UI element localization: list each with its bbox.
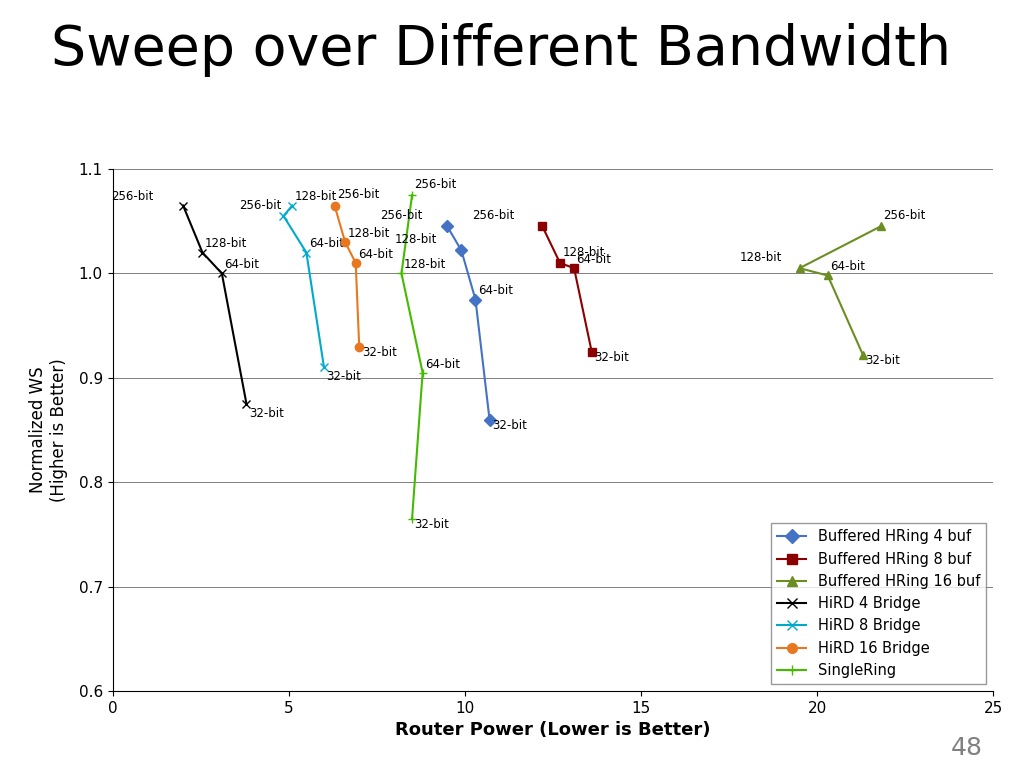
Buffered HRing 16 buf bbox=[857, 350, 869, 359]
Text: 128-bit: 128-bit bbox=[347, 227, 390, 240]
Line: HiRD 16 Bridge: HiRD 16 Bridge bbox=[331, 201, 364, 351]
Text: 64-bit: 64-bit bbox=[577, 253, 611, 266]
Text: 32-bit: 32-bit bbox=[249, 406, 284, 419]
HiRD 16 Bridge bbox=[329, 201, 341, 210]
HiRD 8 Bridge bbox=[286, 201, 298, 210]
Line: Buffered HRing 4 buf: Buffered HRing 4 buf bbox=[443, 222, 494, 424]
Text: 256-bit: 256-bit bbox=[239, 199, 281, 212]
Text: 32-bit: 32-bit bbox=[361, 346, 396, 359]
Line: Buffered HRing 16 buf: Buffered HRing 16 buf bbox=[796, 222, 885, 359]
HiRD 16 Bridge bbox=[349, 258, 361, 267]
Line: HiRD 8 Bridge: HiRD 8 Bridge bbox=[280, 201, 328, 372]
Text: 256-bit: 256-bit bbox=[415, 178, 457, 191]
Buffered HRing 8 buf bbox=[586, 347, 598, 356]
Text: 128-bit: 128-bit bbox=[739, 251, 782, 264]
Text: 256-bit: 256-bit bbox=[337, 188, 380, 201]
SingleRing bbox=[406, 190, 418, 200]
HiRD 8 Bridge bbox=[278, 211, 290, 220]
Text: 256-bit: 256-bit bbox=[111, 190, 154, 204]
Text: 64-bit: 64-bit bbox=[425, 358, 460, 370]
Text: 256-bit: 256-bit bbox=[883, 209, 926, 222]
Text: 256-bit: 256-bit bbox=[380, 209, 423, 222]
Buffered HRing 8 buf bbox=[554, 258, 566, 267]
HiRD 8 Bridge bbox=[317, 362, 330, 372]
Buffered HRing 16 buf bbox=[821, 271, 834, 280]
Buffered HRing 8 buf bbox=[537, 222, 549, 231]
Text: 32-bit: 32-bit bbox=[327, 370, 361, 383]
Text: 128-bit: 128-bit bbox=[205, 237, 248, 250]
Text: 128-bit: 128-bit bbox=[403, 258, 446, 271]
Line: HiRD 4 Bridge: HiRD 4 Bridge bbox=[179, 201, 251, 408]
Text: 64-bit: 64-bit bbox=[358, 248, 393, 261]
Text: 64-bit: 64-bit bbox=[478, 284, 513, 297]
Text: 32-bit: 32-bit bbox=[492, 419, 527, 432]
HiRD 16 Bridge bbox=[339, 237, 351, 247]
Buffered HRing 16 buf bbox=[874, 222, 887, 231]
Line: SingleRing: SingleRing bbox=[397, 191, 427, 523]
Text: 128-bit: 128-bit bbox=[295, 190, 337, 204]
Text: 32-bit: 32-bit bbox=[415, 518, 450, 531]
HiRD 4 Bridge bbox=[216, 269, 228, 278]
Text: 256-bit: 256-bit bbox=[472, 209, 514, 222]
X-axis label: Router Power (Lower is Better): Router Power (Lower is Better) bbox=[395, 721, 711, 740]
Text: 32-bit: 32-bit bbox=[594, 351, 629, 364]
Buffered HRing 8 buf bbox=[568, 263, 581, 273]
Buffered HRing 16 buf bbox=[794, 263, 806, 273]
Buffered HRing 4 buf bbox=[483, 415, 496, 424]
HiRD 16 Bridge bbox=[353, 342, 366, 351]
Text: 64-bit: 64-bit bbox=[830, 260, 865, 273]
Text: Sweep over Different Bandwidth: Sweep over Different Bandwidth bbox=[51, 23, 951, 77]
Text: 32-bit: 32-bit bbox=[865, 354, 900, 367]
Text: 64-bit: 64-bit bbox=[309, 237, 344, 250]
SingleRing bbox=[406, 515, 418, 524]
Y-axis label: Normalized WS
(Higher is Better): Normalized WS (Higher is Better) bbox=[29, 358, 68, 502]
Buffered HRing 4 buf bbox=[456, 246, 468, 255]
Legend: Buffered HRing 4 buf, Buffered HRing 8 buf, Buffered HRing 16 buf, HiRD 4 Bridge: Buffered HRing 4 buf, Buffered HRing 8 b… bbox=[771, 524, 986, 684]
Buffered HRing 4 buf bbox=[441, 222, 454, 231]
Text: 48: 48 bbox=[951, 737, 983, 760]
HiRD 4 Bridge bbox=[241, 399, 253, 409]
SingleRing bbox=[395, 269, 408, 278]
SingleRing bbox=[417, 368, 429, 377]
HiRD 8 Bridge bbox=[300, 248, 312, 257]
HiRD 4 Bridge bbox=[177, 201, 189, 210]
Text: 128-bit: 128-bit bbox=[394, 233, 436, 247]
Buffered HRing 4 buf bbox=[469, 295, 481, 304]
Text: 128-bit: 128-bit bbox=[562, 246, 605, 259]
Line: Buffered HRing 8 buf: Buffered HRing 8 buf bbox=[539, 222, 596, 356]
HiRD 4 Bridge bbox=[197, 248, 209, 257]
Text: 64-bit: 64-bit bbox=[224, 258, 259, 271]
